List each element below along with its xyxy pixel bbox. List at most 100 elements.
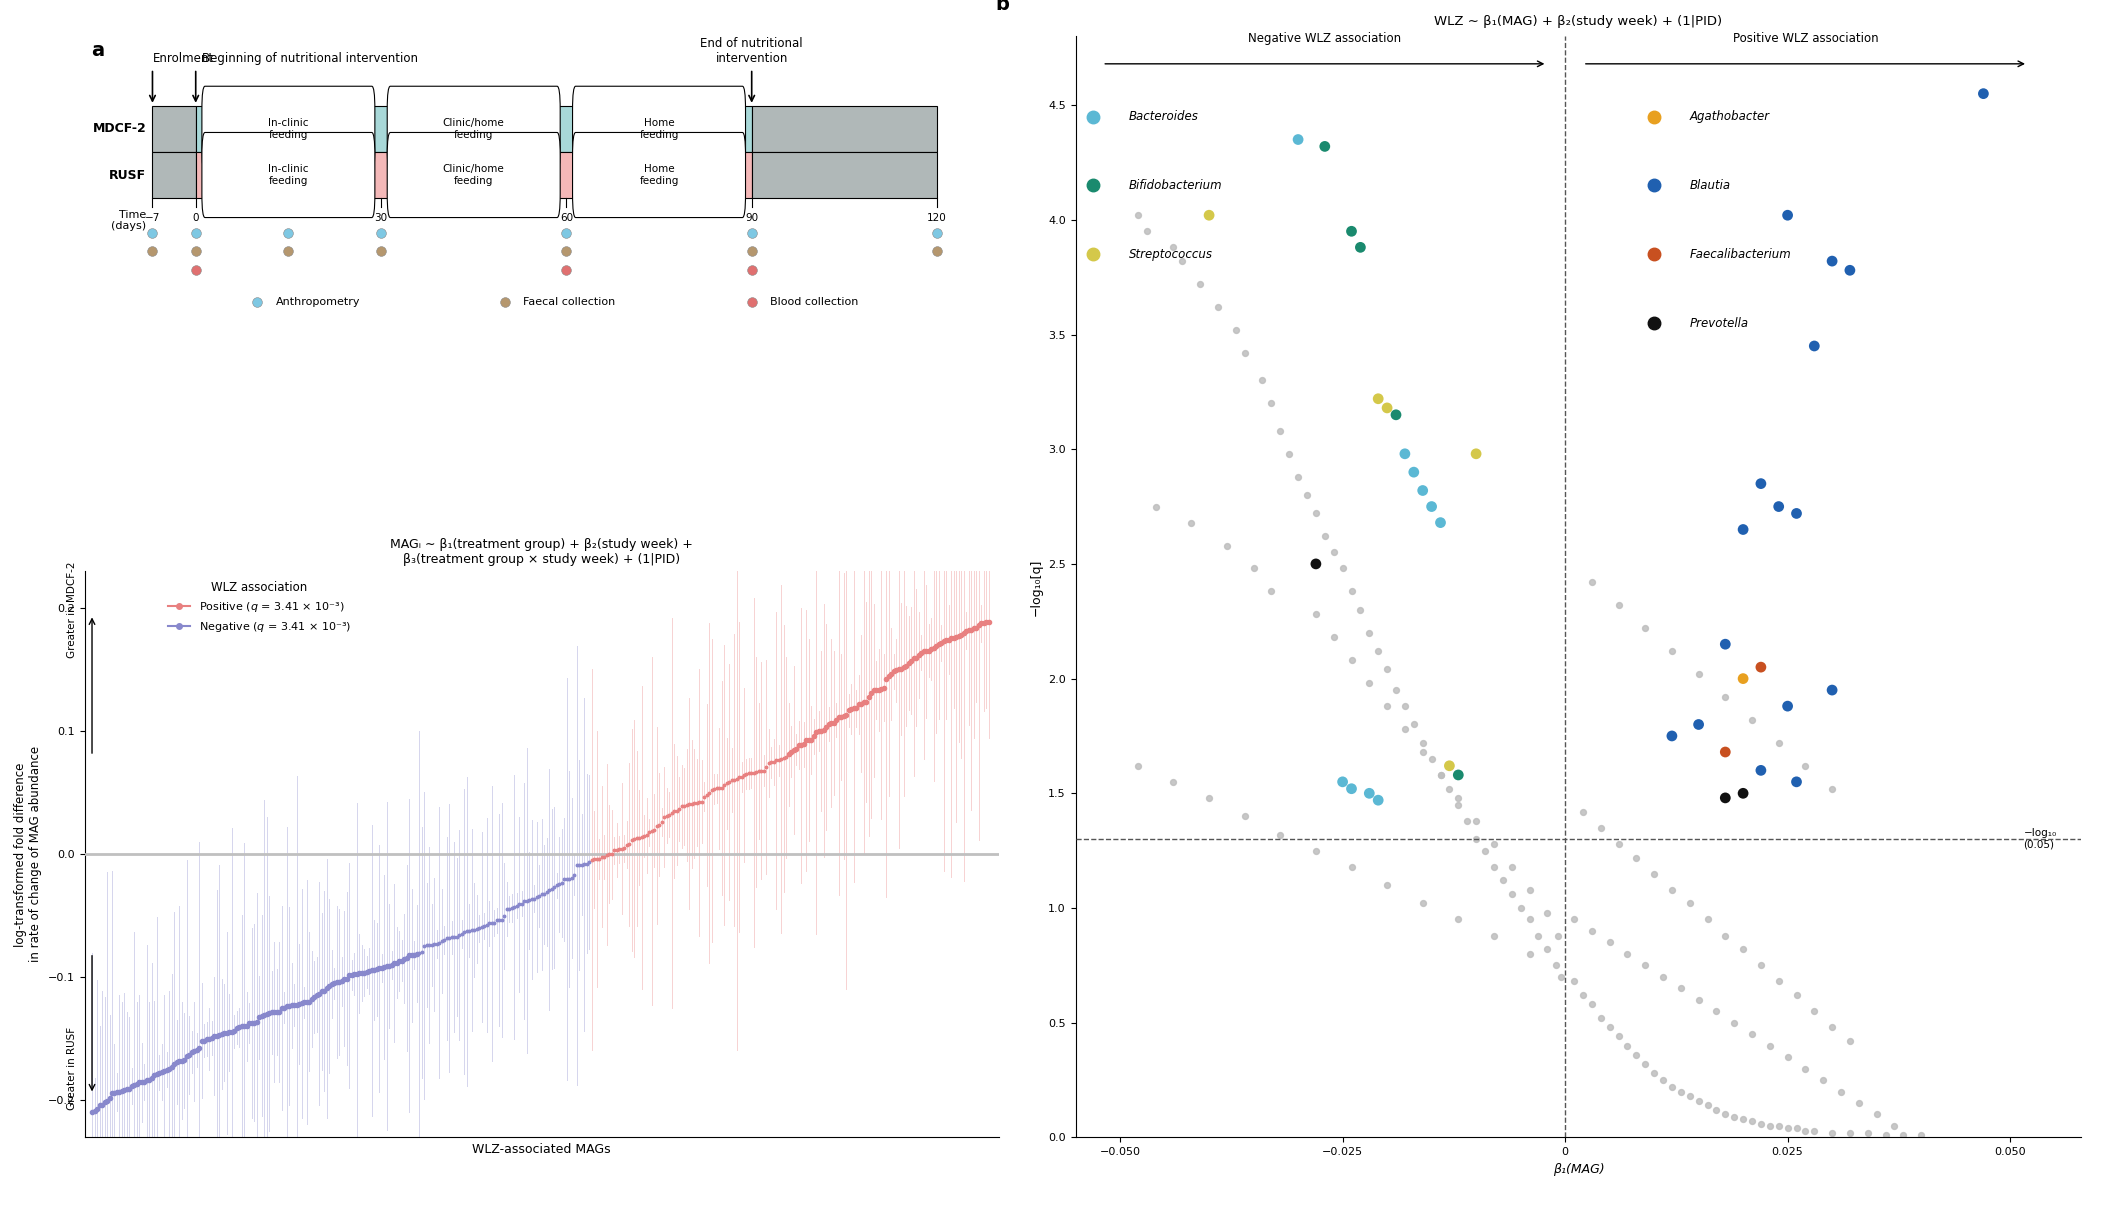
Text: In-clinic
feeding: In-clinic feeding — [268, 165, 308, 186]
Point — [1504, 898, 1538, 917]
Point — [1593, 1018, 1627, 1037]
Point — [1397, 462, 1431, 482]
Point — [1433, 779, 1466, 799]
Point — [1726, 520, 1760, 540]
Text: Home
feeding: Home feeding — [640, 119, 678, 139]
Point — [1771, 1118, 1805, 1137]
Point — [1718, 1013, 1752, 1032]
Point — [1369, 398, 1403, 417]
Point — [1754, 1117, 1788, 1136]
Point — [1530, 903, 1564, 922]
Point — [1335, 582, 1369, 601]
Point — [1788, 1120, 1821, 1140]
Point — [1682, 1091, 1716, 1111]
Point — [1743, 657, 1777, 676]
Point — [1654, 880, 1688, 899]
Point — [1485, 871, 1519, 891]
Point — [1530, 940, 1564, 960]
Point — [1405, 480, 1439, 500]
Point — [1156, 772, 1190, 791]
Point — [1344, 237, 1378, 257]
Point — [1557, 910, 1591, 929]
FancyBboxPatch shape — [573, 86, 746, 172]
Text: Prevotella: Prevotella — [1690, 317, 1750, 329]
Point — [1585, 818, 1619, 837]
Point — [1726, 784, 1760, 803]
Point — [1280, 129, 1314, 149]
Point — [1405, 733, 1439, 753]
Point — [1798, 336, 1832, 356]
Point — [1878, 1117, 1912, 1136]
Point — [1709, 634, 1743, 653]
Point — [1771, 1048, 1805, 1067]
Title: WLZ ∼ β₁(MAG) + β₂(study week) + (1|PID): WLZ ∼ β₁(MAG) + β₂(study week) + (1|PID) — [1435, 16, 1722, 28]
Text: 0: 0 — [192, 213, 199, 223]
Point — [1494, 885, 1528, 904]
Point — [1824, 1082, 1857, 1101]
Text: Faecal collection: Faecal collection — [524, 298, 615, 307]
Point — [1699, 1100, 1733, 1119]
Text: 90: 90 — [746, 213, 759, 223]
Y-axis label: log-transformed fold difference
in rate of change of MAG abundance: log-transformed fold difference in rate … — [15, 747, 42, 962]
Point — [1494, 857, 1528, 876]
Point — [1513, 910, 1547, 929]
Point — [1771, 697, 1805, 716]
Point — [1122, 756, 1156, 776]
Point — [1788, 1059, 1821, 1078]
Point — [1682, 990, 1716, 1009]
Point — [1743, 474, 1777, 494]
Title: MAGᵢ ∼ β₁(treatment group) + β₂(study week) +
β₃(treatment group × study week) +: MAGᵢ ∼ β₁(treatment group) + β₂(study we… — [391, 538, 693, 566]
Point — [1192, 206, 1226, 225]
Point — [1629, 1054, 1663, 1073]
Point — [1663, 1082, 1697, 1101]
Text: Clinic/home
feeding: Clinic/home feeding — [444, 165, 505, 186]
Point — [1166, 252, 1200, 271]
Bar — [152, 152, 197, 198]
Point — [1460, 811, 1494, 830]
Text: −7: −7 — [146, 213, 161, 223]
Point — [1255, 582, 1289, 601]
Point — [1798, 1002, 1832, 1021]
Point — [1352, 623, 1386, 643]
Point — [1424, 765, 1458, 784]
Bar — [197, 105, 752, 152]
Bar — [752, 152, 936, 198]
Point — [1566, 985, 1600, 1004]
FancyBboxPatch shape — [387, 132, 560, 218]
Text: 60: 60 — [560, 213, 573, 223]
FancyBboxPatch shape — [387, 86, 560, 172]
Point — [1192, 788, 1226, 807]
Text: In-clinic
feeding: In-clinic feeding — [268, 119, 308, 139]
Text: −log₁₀
(0.05): −log₁₀ (0.05) — [2024, 828, 2056, 849]
Point — [1441, 788, 1475, 807]
FancyBboxPatch shape — [573, 132, 746, 218]
Point — [1859, 1105, 1893, 1124]
Text: Faecalibacterium: Faecalibacterium — [1690, 248, 1792, 260]
FancyBboxPatch shape — [203, 132, 374, 218]
Point — [1397, 715, 1431, 734]
Point — [1638, 864, 1671, 883]
Text: Blautia: Blautia — [1690, 179, 1731, 192]
Point — [1477, 834, 1511, 853]
Point — [1299, 554, 1333, 574]
Point — [1815, 680, 1849, 699]
Point — [1788, 756, 1821, 776]
Point — [1325, 559, 1359, 578]
Point — [1538, 956, 1572, 975]
Point — [1815, 252, 1849, 271]
Point — [1843, 1094, 1876, 1113]
Text: Agathobacter: Agathobacter — [1690, 110, 1771, 123]
Point — [1904, 1125, 1938, 1145]
Point — [1762, 733, 1796, 753]
Point — [1682, 664, 1716, 684]
Point — [1762, 1117, 1796, 1136]
Point — [1424, 765, 1458, 784]
Point — [1779, 503, 1813, 523]
Point — [1709, 1105, 1743, 1124]
Point — [1673, 1087, 1707, 1106]
Point — [1441, 765, 1475, 784]
Point — [1236, 559, 1270, 578]
Point — [1602, 1027, 1635, 1047]
Point — [1566, 802, 1600, 822]
Point — [1574, 995, 1608, 1014]
